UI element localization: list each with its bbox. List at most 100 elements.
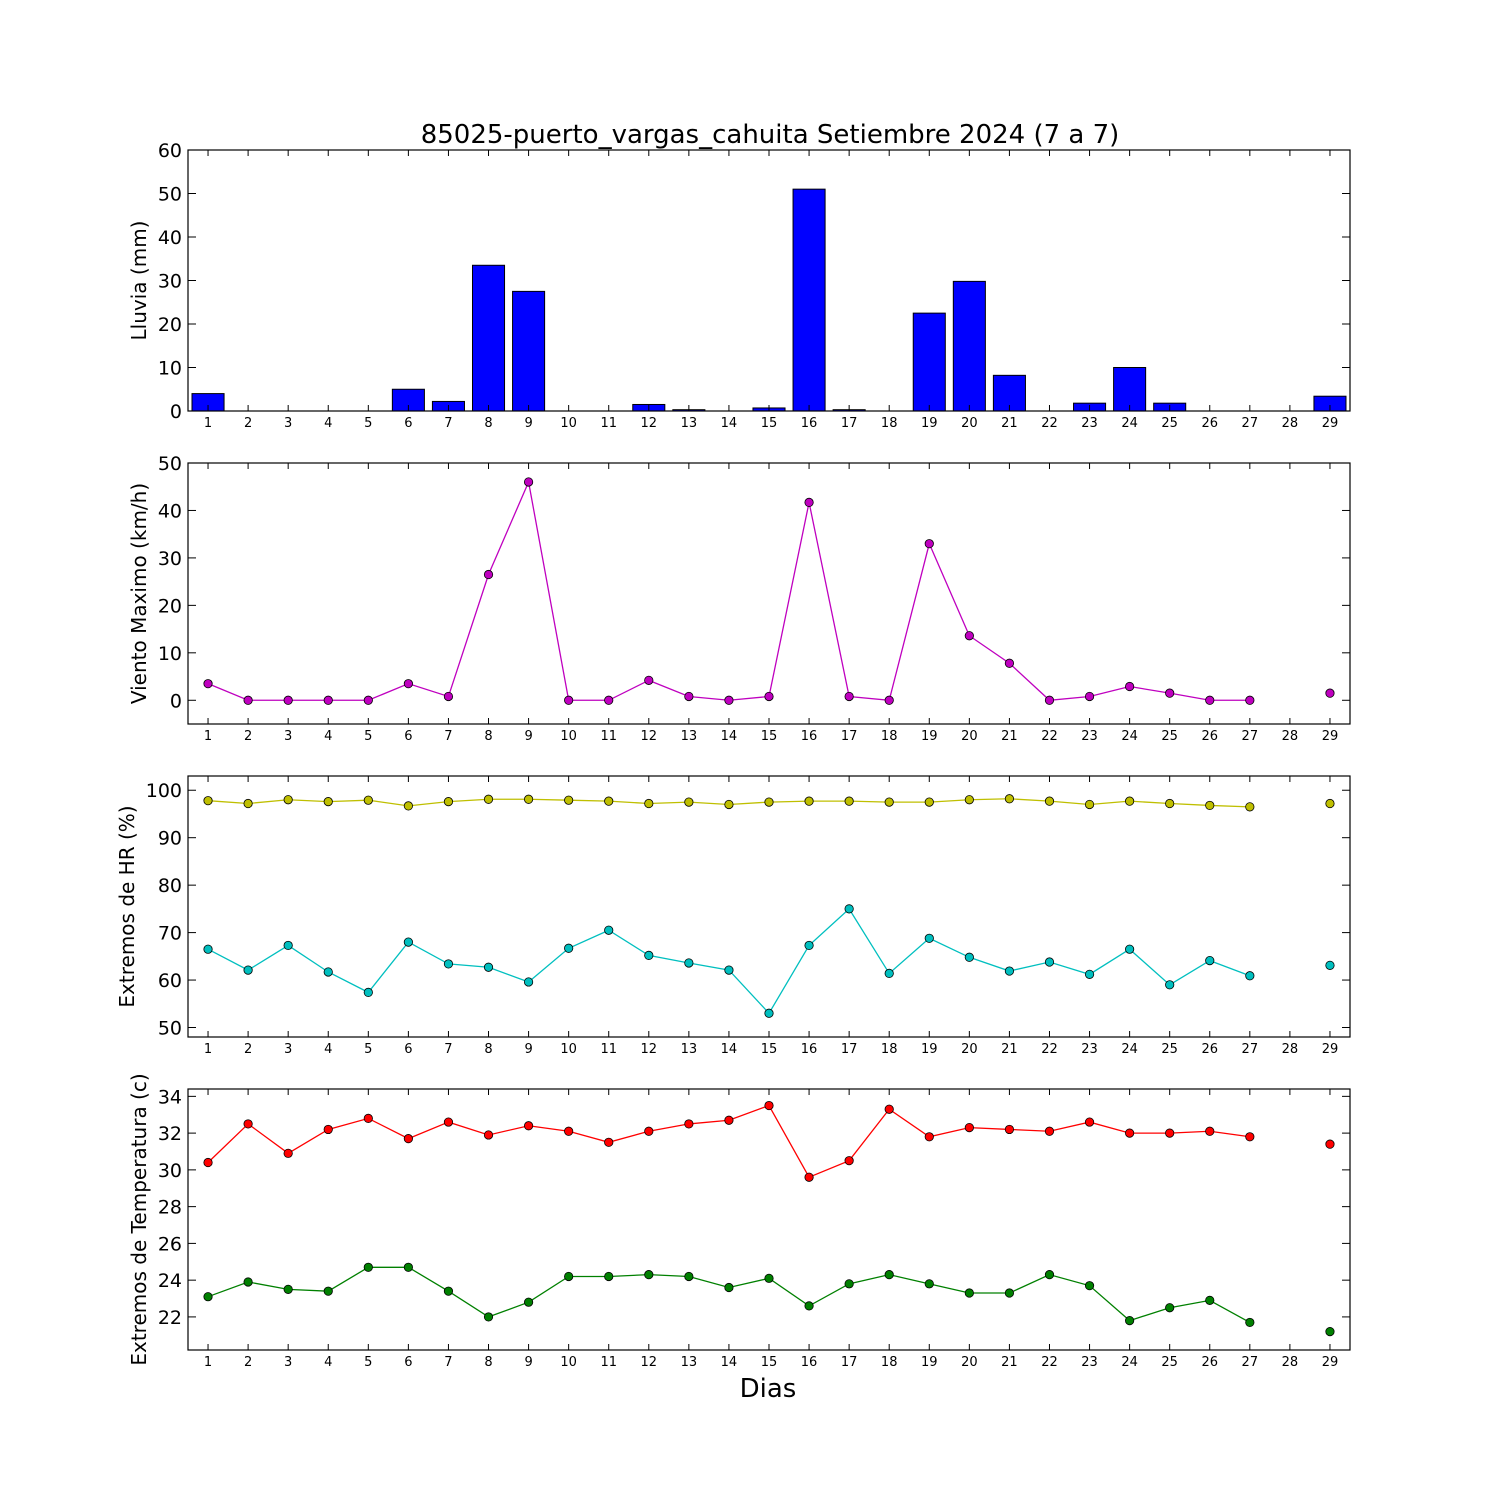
point-1-day-26 — [1205, 800, 1215, 811]
y-tick-label: 0 — [170, 401, 182, 423]
point-1-day-14 — [724, 799, 734, 810]
point-1-day-26 — [1205, 695, 1215, 705]
point-1-day-23 — [1084, 1117, 1095, 1127]
y-tick-label: 50 — [158, 1018, 182, 1040]
x-tick-label: 3 — [284, 416, 292, 431]
point-1-day-6 — [403, 801, 413, 811]
point-1-day-25 — [1165, 1128, 1175, 1138]
x-tick-label: 17 — [841, 1042, 858, 1057]
x-tick-label: 29 — [1322, 729, 1339, 744]
x-tick-label: 7 — [444, 729, 452, 744]
bar-day-9 — [512, 290, 546, 412]
point-2-day-2 — [243, 965, 253, 975]
point-2-day-26 — [1205, 955, 1215, 966]
x-tick-label: 25 — [1161, 416, 1178, 431]
point-1-day-20 — [964, 795, 974, 805]
x-tick-label: 7 — [444, 1355, 452, 1370]
x-tick-label: 22 — [1041, 1042, 1058, 1057]
x-tick-label: 27 — [1242, 1042, 1259, 1057]
x-tick-label: 25 — [1161, 1042, 1178, 1057]
point-1-day-2 — [243, 1119, 253, 1129]
x-tick-label: 2 — [244, 1355, 252, 1370]
x-tick-label: 14 — [721, 1355, 738, 1370]
bar-day-19 — [912, 312, 946, 412]
point-1-day-9 — [523, 477, 534, 487]
x-tick-label: 8 — [484, 1355, 492, 1370]
point-1-day-29 — [1325, 688, 1335, 698]
x-tick-label: 17 — [841, 416, 858, 431]
x-tick-label: 3 — [284, 729, 292, 744]
x-tick-label: 6 — [404, 729, 412, 744]
point-1-day-17 — [844, 691, 854, 702]
x-tick-label: 20 — [961, 1355, 978, 1370]
point-2-day-1 — [203, 1292, 213, 1302]
point-1-day-9 — [523, 794, 534, 804]
x-tick-label: 4 — [324, 729, 332, 744]
point-1-day-21 — [1004, 1124, 1015, 1135]
point-1-day-26 — [1205, 1126, 1215, 1136]
x-tick-label: 26 — [1201, 1355, 1218, 1370]
x-tick-label: 21 — [1001, 729, 1018, 744]
point-1-day-4 — [323, 1124, 333, 1135]
point-1-day-18 — [884, 1104, 894, 1114]
point-2-day-13 — [684, 958, 694, 968]
x-tick-label: 20 — [961, 416, 978, 431]
point-2-day-6 — [403, 937, 413, 947]
point-2-day-19 — [924, 933, 934, 943]
x-tick-label: 15 — [761, 1355, 778, 1370]
x-tick-label: 26 — [1201, 416, 1218, 431]
point-2-day-15 — [764, 1008, 774, 1018]
x-tick-label: 23 — [1081, 1042, 1098, 1057]
x-tick-label: 4 — [324, 1355, 332, 1370]
point-1-day-20 — [964, 631, 974, 641]
point-1-day-8 — [483, 1130, 494, 1140]
point-2-day-8 — [483, 962, 494, 972]
point-2-day-14 — [724, 1282, 734, 1293]
x-tick-label: 17 — [841, 729, 858, 744]
x-tick-label: 18 — [881, 1042, 898, 1057]
x-tick-label: 15 — [761, 416, 778, 431]
y-axis-label: Extremos de Temperatura (c) — [127, 1073, 151, 1365]
y-tick-label: 40 — [158, 500, 182, 522]
point-1-day-22 — [1044, 695, 1055, 705]
point-2-day-17 — [844, 1279, 854, 1289]
point-1-day-7 — [443, 1117, 454, 1127]
point-1-day-23 — [1084, 799, 1095, 810]
point-1-day-3 — [283, 695, 293, 705]
x-tick-label: 28 — [1282, 1042, 1299, 1057]
point-2-day-3 — [283, 1284, 293, 1294]
point-1-day-15 — [764, 691, 774, 702]
y-tick-label: 30 — [158, 548, 182, 570]
y-tick-label: 0 — [170, 690, 182, 712]
x-tick-label: 13 — [681, 416, 698, 431]
point-2-day-5 — [363, 987, 373, 997]
x-tick-label: 24 — [1121, 416, 1138, 431]
point-1-day-18 — [884, 695, 894, 705]
y-tick-label: 34 — [158, 1086, 182, 1108]
point-2-day-18 — [884, 1270, 894, 1280]
point-1-day-1 — [203, 796, 213, 806]
point-2-day-10 — [564, 1271, 574, 1282]
y-tick-label: 40 — [158, 227, 182, 249]
x-tick-label: 1 — [204, 416, 212, 431]
point-1-day-7 — [443, 691, 454, 702]
point-2-day-15 — [764, 1273, 774, 1283]
bar-day-20 — [952, 280, 986, 412]
x-tick-label: 21 — [1001, 1355, 1018, 1370]
x-tick-label: 21 — [1001, 416, 1018, 431]
point-2-day-27 — [1245, 1317, 1255, 1328]
point-2-day-27 — [1245, 971, 1255, 981]
x-tick-label: 29 — [1322, 1042, 1339, 1057]
point-2-day-24 — [1125, 1315, 1135, 1326]
x-tick-label: 16 — [801, 1042, 818, 1057]
x-tick-label: 13 — [681, 1042, 698, 1057]
point-2-day-24 — [1125, 944, 1135, 954]
point-1-day-11 — [604, 1137, 614, 1147]
point-2-day-22 — [1044, 957, 1055, 967]
x-tick-label: 11 — [600, 1042, 617, 1057]
point-2-day-9 — [523, 1297, 534, 1307]
x-tick-label: 4 — [324, 416, 332, 431]
point-1-day-8 — [483, 794, 494, 804]
x-tick-label: 1 — [204, 1355, 212, 1370]
point-1-day-21 — [1004, 794, 1015, 804]
